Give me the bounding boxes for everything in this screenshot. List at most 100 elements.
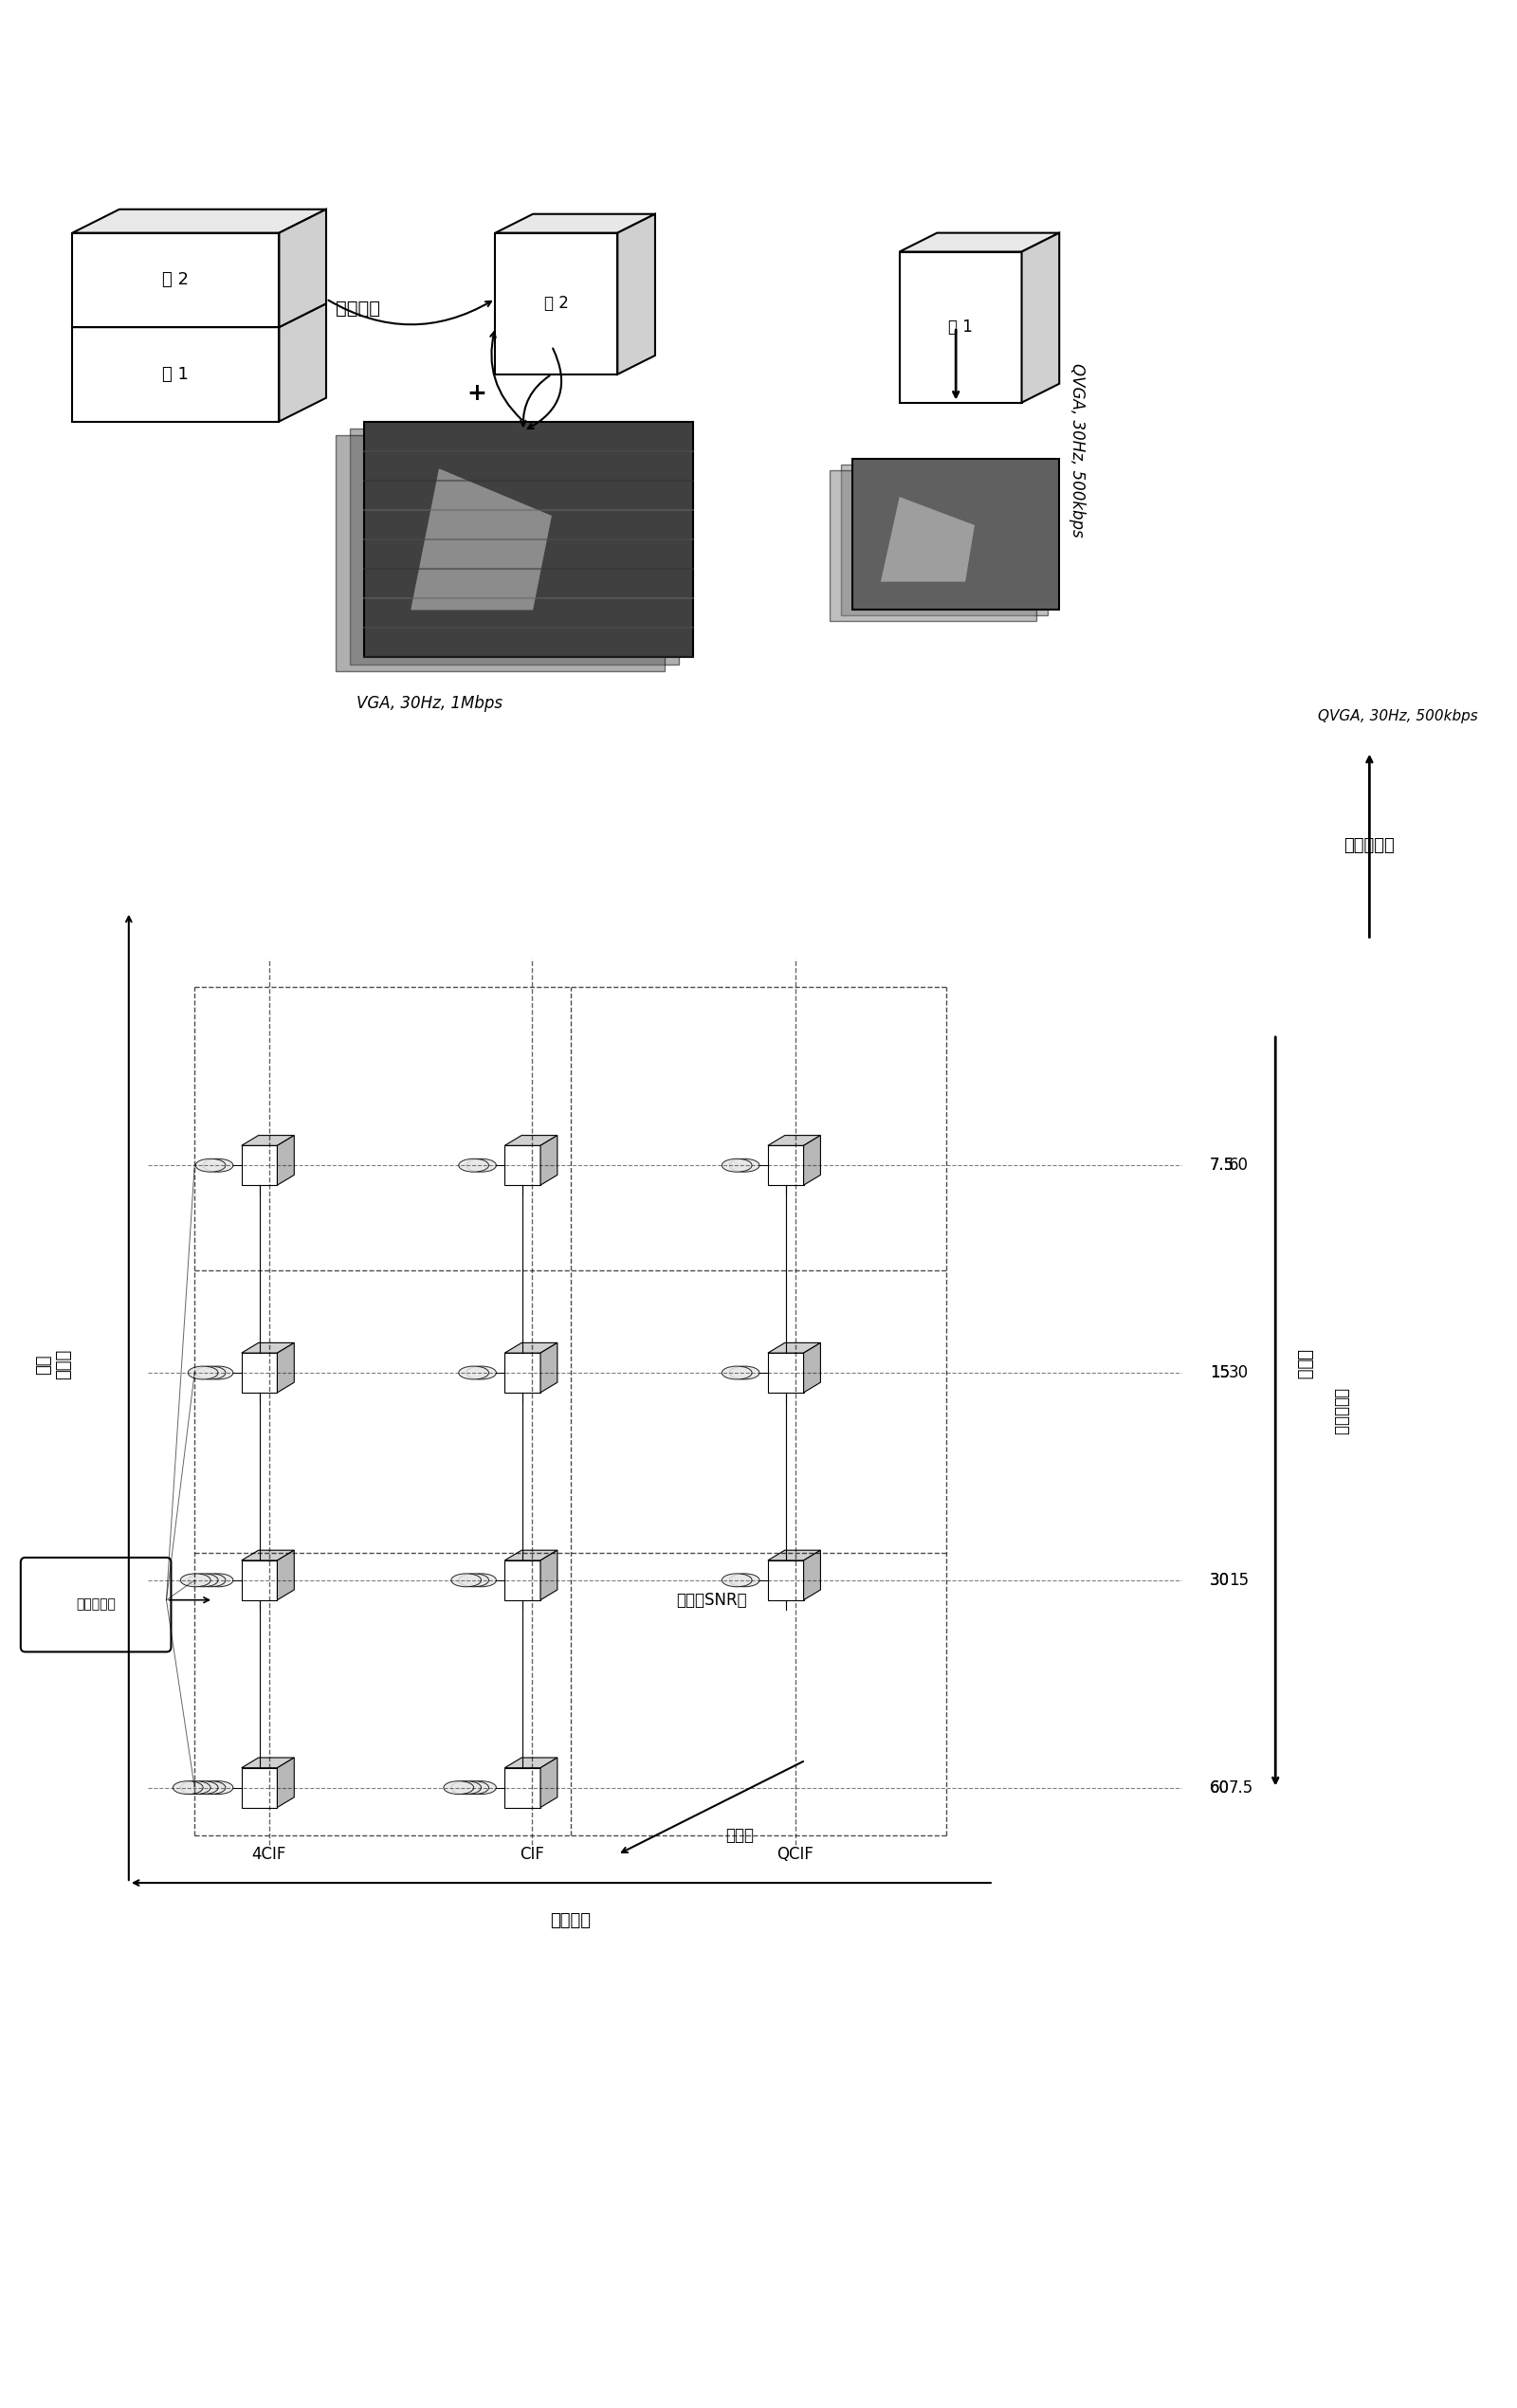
Polygon shape [768, 1551, 821, 1560]
Text: 60: 60 [1209, 1780, 1230, 1796]
Polygon shape [73, 327, 279, 421]
Polygon shape [830, 470, 1036, 621]
Ellipse shape [722, 1572, 752, 1587]
Polygon shape [73, 303, 326, 327]
Polygon shape [505, 1560, 540, 1599]
Polygon shape [505, 1353, 540, 1392]
Ellipse shape [451, 1782, 481, 1794]
Ellipse shape [196, 1572, 226, 1587]
Text: 层 1: 层 1 [162, 366, 190, 383]
Text: CIF: CIF [520, 1847, 545, 1864]
Ellipse shape [173, 1782, 203, 1794]
Ellipse shape [188, 1572, 218, 1587]
Polygon shape [279, 209, 326, 327]
Text: 7.5: 7.5 [1209, 1156, 1235, 1173]
Polygon shape [496, 214, 655, 234]
Polygon shape [73, 234, 279, 327]
Polygon shape [505, 1344, 557, 1353]
Text: 画质清晰度: 画质清晰度 [1333, 1387, 1350, 1435]
Text: 30: 30 [1209, 1572, 1230, 1589]
Ellipse shape [196, 1365, 226, 1380]
Polygon shape [540, 1551, 557, 1599]
Polygon shape [496, 234, 617, 373]
Polygon shape [349, 429, 678, 665]
Text: 30: 30 [1209, 1572, 1230, 1589]
Text: 质量（SNR）: 质量（SNR） [677, 1592, 746, 1609]
Polygon shape [540, 1344, 557, 1392]
Polygon shape [804, 1134, 821, 1185]
Polygon shape [241, 1344, 294, 1353]
Polygon shape [505, 1767, 540, 1808]
Text: 15: 15 [1209, 1365, 1230, 1382]
Ellipse shape [203, 1572, 234, 1587]
Ellipse shape [196, 1782, 226, 1794]
Ellipse shape [730, 1158, 760, 1173]
Ellipse shape [443, 1782, 473, 1794]
Ellipse shape [188, 1782, 218, 1794]
Ellipse shape [458, 1572, 488, 1587]
Text: 7.5: 7.5 [1229, 1780, 1253, 1796]
Text: 帧每秒: 帧每秒 [1296, 1348, 1312, 1380]
Polygon shape [278, 1758, 294, 1808]
Polygon shape [241, 1767, 278, 1808]
Polygon shape [540, 1134, 557, 1185]
Ellipse shape [730, 1572, 760, 1587]
Ellipse shape [458, 1782, 488, 1794]
Ellipse shape [466, 1572, 496, 1587]
Polygon shape [842, 465, 1048, 616]
Ellipse shape [466, 1365, 496, 1380]
Polygon shape [881, 496, 975, 583]
Ellipse shape [451, 1572, 481, 1587]
Polygon shape [853, 460, 1059, 609]
FancyBboxPatch shape [21, 1558, 171, 1652]
Text: 时间分辨率: 时间分辨率 [1344, 838, 1396, 855]
Text: 视频信息: 视频信息 [335, 299, 381, 318]
Text: 15: 15 [1229, 1572, 1248, 1589]
Polygon shape [505, 1146, 540, 1185]
Polygon shape [411, 470, 552, 609]
Text: +: + [467, 383, 487, 405]
Polygon shape [241, 1560, 278, 1599]
Text: QVGA, 30Hz, 500kbps: QVGA, 30Hz, 500kbps [1068, 364, 1086, 537]
Text: VGA, 30Hz, 1Mbps: VGA, 30Hz, 1Mbps [356, 696, 502, 713]
Text: QCIF: QCIF [777, 1847, 813, 1864]
Text: 15: 15 [1209, 1365, 1230, 1382]
Ellipse shape [203, 1365, 234, 1380]
Polygon shape [505, 1551, 557, 1560]
Text: 60: 60 [1229, 1156, 1248, 1173]
Text: 空间
分辨率: 空间 分辨率 [35, 1348, 71, 1380]
Polygon shape [278, 1551, 294, 1599]
Ellipse shape [722, 1158, 752, 1173]
Polygon shape [241, 1551, 294, 1560]
Polygon shape [335, 436, 664, 672]
Polygon shape [241, 1758, 294, 1767]
Text: 全局比特流: 全局比特流 [76, 1599, 115, 1611]
Polygon shape [768, 1344, 821, 1353]
Polygon shape [768, 1146, 804, 1185]
Ellipse shape [203, 1158, 234, 1173]
Text: 比特率: 比特率 [725, 1828, 754, 1845]
Ellipse shape [458, 1158, 488, 1173]
Ellipse shape [196, 1158, 226, 1173]
Polygon shape [278, 1134, 294, 1185]
Ellipse shape [466, 1158, 496, 1173]
Text: QVGA, 30Hz, 500kbps: QVGA, 30Hz, 500kbps [1318, 708, 1478, 722]
Ellipse shape [722, 1365, 752, 1380]
Polygon shape [278, 1344, 294, 1392]
Polygon shape [279, 303, 326, 421]
Polygon shape [617, 214, 655, 373]
Polygon shape [900, 253, 1021, 402]
Text: 层 2: 层 2 [545, 296, 569, 313]
Polygon shape [768, 1134, 821, 1146]
Polygon shape [768, 1560, 804, 1599]
Ellipse shape [181, 1572, 211, 1587]
Polygon shape [241, 1146, 278, 1185]
Polygon shape [900, 234, 1059, 253]
Text: 层 1: 层 1 [948, 318, 972, 335]
Polygon shape [73, 209, 326, 234]
Text: 60: 60 [1209, 1780, 1230, 1796]
Text: 小子营频: 小子营频 [551, 1912, 592, 1929]
Ellipse shape [203, 1782, 234, 1794]
Text: 7.5: 7.5 [1209, 1156, 1235, 1173]
Polygon shape [505, 1758, 557, 1767]
